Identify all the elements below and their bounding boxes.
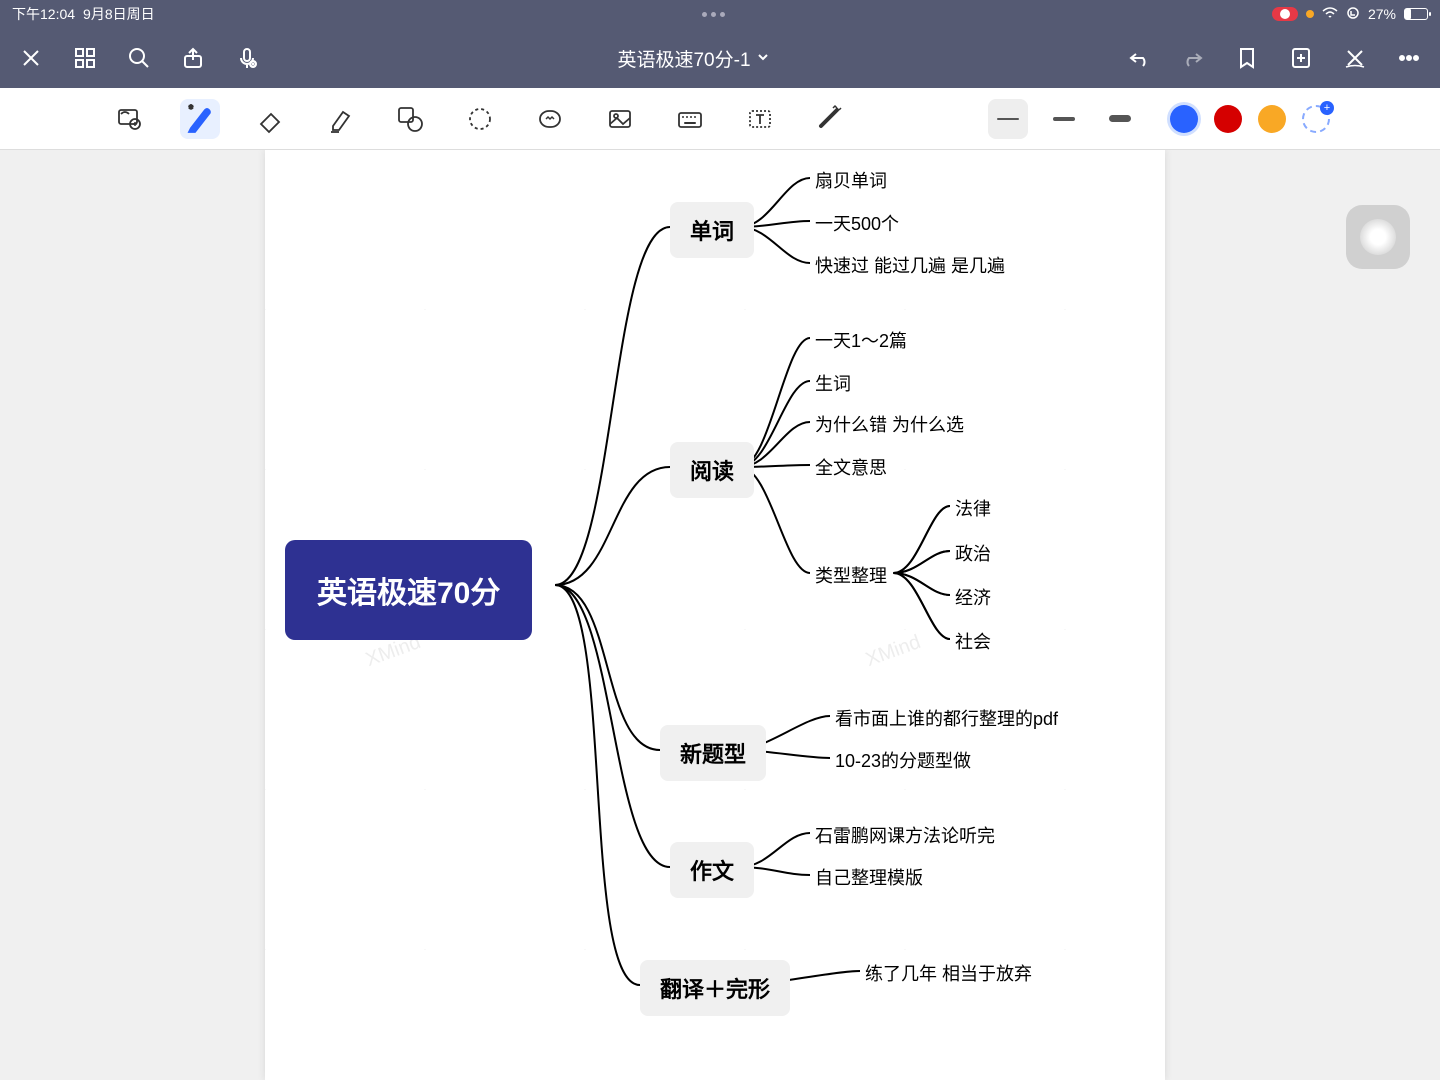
- shape-tool[interactable]: [390, 99, 430, 139]
- mindmap-leaf[interactable]: 生词: [815, 370, 851, 396]
- mindmap-branch[interactable]: 翻译＋完形: [640, 960, 790, 1016]
- mindmap-leaf[interactable]: 10-23的分题型做: [835, 747, 971, 773]
- mindmap-leaf[interactable]: 一天500个: [815, 210, 899, 236]
- svg-text:*: *: [189, 104, 193, 115]
- color-blue[interactable]: [1170, 105, 1198, 133]
- add-color-button[interactable]: [1302, 105, 1330, 133]
- battery-pct: 27%: [1368, 6, 1396, 22]
- mindmap-leaf[interactable]: 为什么错 为什么选: [815, 411, 964, 437]
- multitask-dots[interactable]: [155, 12, 1272, 17]
- screen-record-indicator[interactable]: [1272, 7, 1298, 21]
- color-group: [1170, 105, 1330, 133]
- mindmap-branch[interactable]: 单词: [670, 202, 754, 258]
- mindmap-leaf[interactable]: 政治: [955, 540, 991, 566]
- paper[interactable]: XMind XMind 英语极速70分单词扇贝单词一天500个快速过 能过几遍 …: [265, 150, 1165, 1080]
- orientation-lock-icon: [1346, 6, 1360, 23]
- mindmap-leaf[interactable]: 一天1～2篇: [815, 327, 907, 353]
- drawing-toolbar: *: [0, 88, 1440, 150]
- color-orange[interactable]: [1258, 105, 1286, 133]
- color-red[interactable]: [1214, 105, 1242, 133]
- bookmark-button[interactable]: [1234, 45, 1260, 71]
- mindmap-leaf[interactable]: 石雷鹏网课方法论听完: [815, 822, 995, 848]
- chevron-down-icon[interactable]: [757, 47, 769, 69]
- stroke-medium[interactable]: [1044, 99, 1084, 139]
- add-page-button[interactable]: [1288, 45, 1314, 71]
- eraser-tool[interactable]: [250, 99, 290, 139]
- more-button[interactable]: [1396, 45, 1422, 71]
- stroke-thick[interactable]: [1100, 99, 1140, 139]
- mindmap-branch[interactable]: 阅读: [670, 442, 754, 498]
- mindmap-branch[interactable]: 新题型: [660, 725, 766, 781]
- text-tool[interactable]: [740, 99, 780, 139]
- mindmap-leaf[interactable]: 快速过 能过几遍 是几遍: [815, 252, 1005, 278]
- mic-button[interactable]: [234, 45, 260, 71]
- status-date: 9月8日周日: [83, 4, 155, 24]
- keyboard-tool[interactable]: [670, 99, 710, 139]
- assistive-touch[interactable]: [1346, 205, 1410, 269]
- lasso-tool[interactable]: [460, 99, 500, 139]
- status-time: 下午12:04: [12, 4, 75, 24]
- mindmap-leaf[interactable]: 法律: [955, 495, 991, 521]
- pen-tool[interactable]: *: [180, 99, 220, 139]
- close-button[interactable]: [18, 45, 44, 71]
- zoom-tool[interactable]: [110, 99, 150, 139]
- redo-button[interactable]: [1180, 45, 1206, 71]
- mindmap-leaf[interactable]: 练了几年 相当于放弃: [865, 960, 1032, 986]
- share-button[interactable]: [180, 45, 206, 71]
- mindmap-leaf[interactable]: 类型整理: [815, 562, 887, 588]
- wifi-icon: [1322, 6, 1338, 22]
- mindmap-leaf[interactable]: 经济: [955, 584, 991, 610]
- canvas[interactable]: XMind XMind 英语极速70分单词扇贝单词一天500个快速过 能过几遍 …: [0, 150, 1440, 1080]
- stroke-thin[interactable]: [988, 99, 1028, 139]
- mindmap-branch[interactable]: 作文: [670, 842, 754, 898]
- battery-icon: [1404, 8, 1428, 20]
- stroke-width-group: [988, 99, 1140, 139]
- image-tool[interactable]: [600, 99, 640, 139]
- mindmap-leaf[interactable]: 看市面上谁的都行整理的pdf: [835, 705, 1058, 731]
- status-bar: 下午12:04 9月8日周日 27%: [0, 0, 1440, 28]
- grid-button[interactable]: [72, 45, 98, 71]
- mindmap-leaf[interactable]: 全文意思: [815, 454, 887, 480]
- mindmap-leaf[interactable]: 社会: [955, 628, 991, 654]
- mic-indicator: [1306, 10, 1314, 18]
- mindmap-leaf[interactable]: 自己整理模版: [815, 864, 923, 890]
- nav-bar: 英语极速70分-1: [0, 28, 1440, 88]
- close-pen-button[interactable]: [1342, 45, 1368, 71]
- mindmap-leaf[interactable]: 扇贝单词: [815, 167, 887, 193]
- mindmap-root[interactable]: 英语极速70分: [285, 540, 532, 640]
- search-button[interactable]: [126, 45, 152, 71]
- sticker-tool[interactable]: [530, 99, 570, 139]
- ruler-tool[interactable]: [810, 99, 850, 139]
- undo-button[interactable]: [1126, 45, 1152, 71]
- document-title[interactable]: 英语极速70分-1: [617, 45, 750, 72]
- mindmap: 英语极速70分 单词 扇贝单词一天500个快速过 能过几遍 是几遍阅读 一天1～2篇生…: [265, 150, 1165, 1080]
- highlighter-tool[interactable]: [320, 99, 360, 139]
